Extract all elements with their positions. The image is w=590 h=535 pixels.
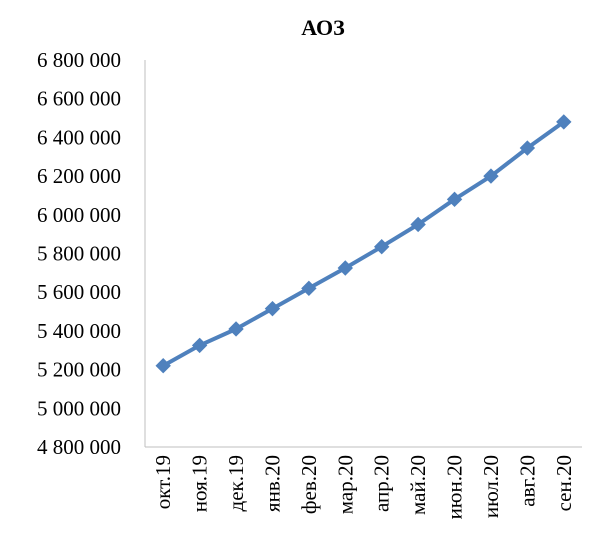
series-line xyxy=(162,120,565,368)
x-tick-label: янв.20 xyxy=(260,455,284,512)
y-tick-label: 5 400 000 xyxy=(37,319,121,343)
data-point-marker xyxy=(155,358,171,374)
x-tick-label: окт.19 xyxy=(151,455,175,509)
data-point-marker xyxy=(191,337,208,354)
y-tick-label: 5 800 000 xyxy=(37,242,121,266)
data-point-marker xyxy=(519,140,536,156)
y-tick-label: 5 000 000 xyxy=(37,396,121,420)
y-axis: 4 800 000 5 000 000 5 200 000 5 400 000 5 60… xyxy=(37,48,146,459)
y-tick-label: 5 200 000 xyxy=(37,358,121,382)
x-tick-label: мар.20 xyxy=(333,455,357,514)
y-tick-label: 6 800 000 xyxy=(37,48,121,72)
series-area xyxy=(155,114,572,374)
x-tick-label: ноя.19 xyxy=(188,455,212,512)
x-axis: окт.19 ноя.19 дек.19 янв.20 фев.20 мар.20 апр.… xyxy=(145,446,582,519)
data-point-marker xyxy=(301,280,317,297)
x-tick-label: сен.20 xyxy=(552,455,576,511)
data-point-marker xyxy=(264,300,281,317)
y-tick-label: 4 800 000 xyxy=(37,435,121,459)
data-point-marker xyxy=(410,216,426,233)
x-tick-label: фев.20 xyxy=(297,455,321,514)
y-tick-label: 5 600 000 xyxy=(37,280,121,304)
data-point-marker xyxy=(374,239,390,255)
x-tick-label: июл.20 xyxy=(479,455,503,518)
data-point-marker xyxy=(483,168,499,184)
y-tick-label: 6 400 000 xyxy=(37,125,121,149)
x-tick-label: дек.19 xyxy=(224,455,248,511)
data-point-marker xyxy=(337,260,353,276)
y-tick-label: 6 000 000 xyxy=(37,203,121,227)
x-tick-label: июн.20 xyxy=(443,455,467,519)
y-tick-label: 6 600 000 xyxy=(37,87,121,111)
chart-title: АОЗ xyxy=(301,15,345,40)
data-point-marker xyxy=(556,114,572,130)
x-tick-label: авг.20 xyxy=(515,455,539,507)
x-tick-label: май.20 xyxy=(406,455,430,515)
data-point-marker xyxy=(228,321,244,337)
y-tick-label: 6 200 000 xyxy=(37,164,121,188)
x-tick-label: апр.20 xyxy=(370,455,394,512)
data-point-marker xyxy=(446,191,463,208)
